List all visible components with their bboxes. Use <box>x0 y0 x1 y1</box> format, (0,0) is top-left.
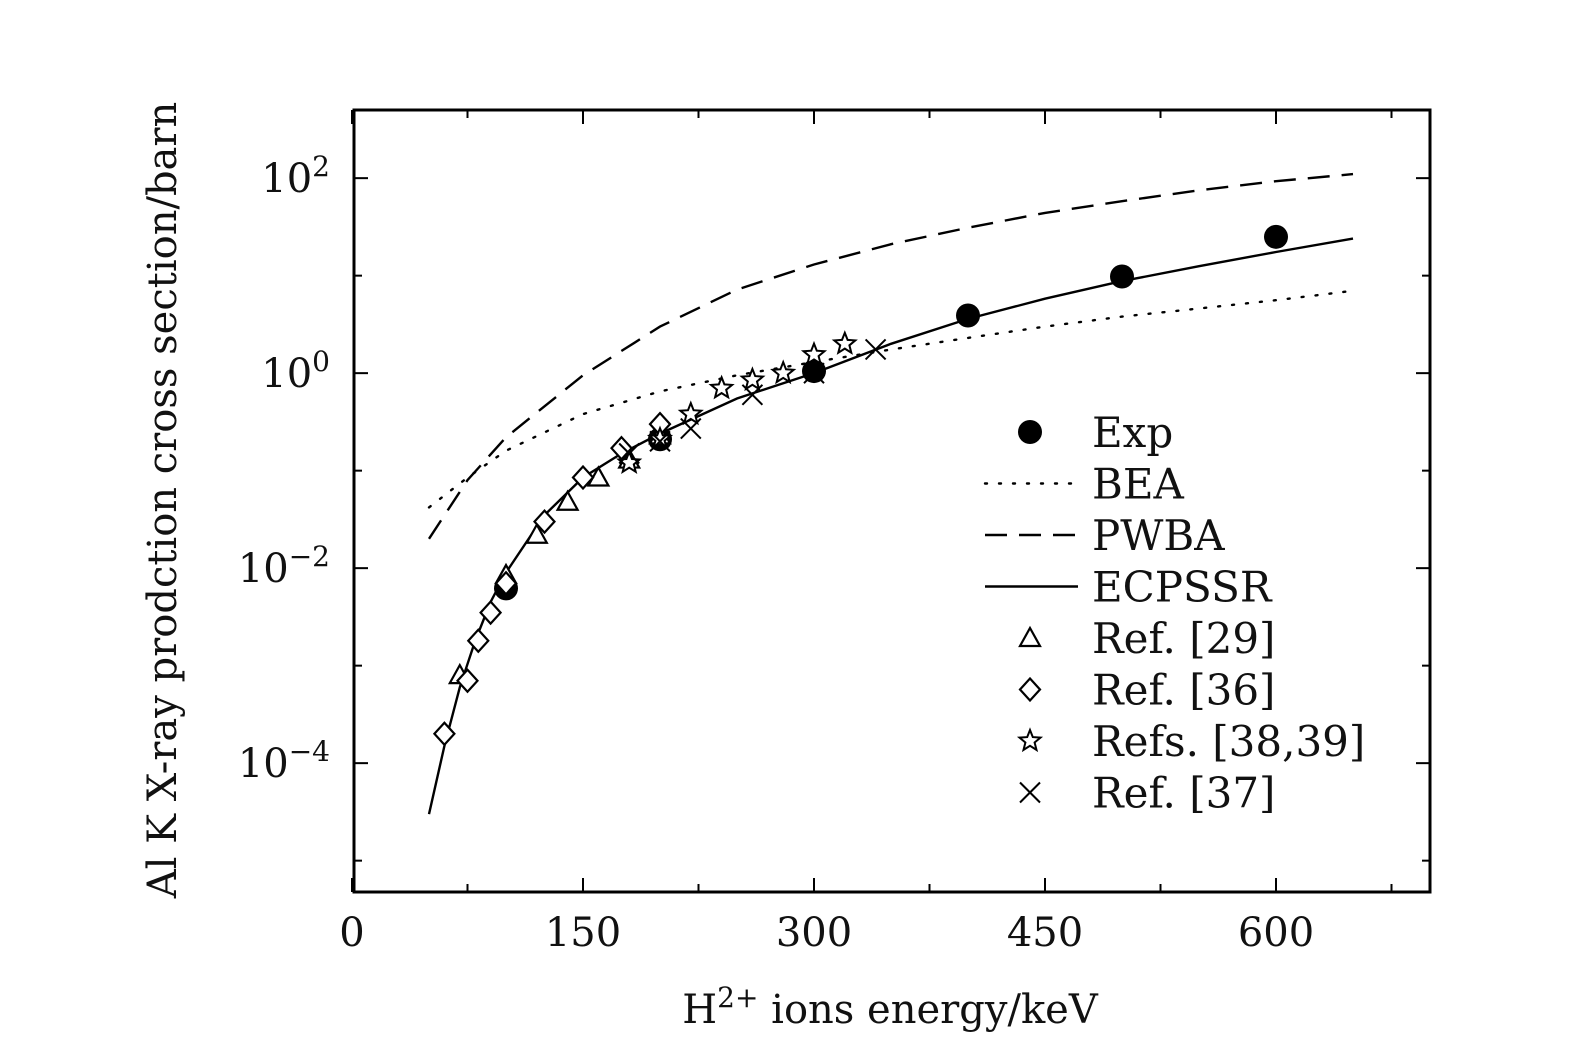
data-point-ref-37 <box>803 362 825 384</box>
data-point-ref-29 <box>524 522 549 544</box>
legend-marker-ref-37 <box>1019 781 1041 804</box>
data-point-refs-38-39 <box>646 425 674 451</box>
legend-marker-ref-29 <box>1018 625 1042 648</box>
data-point-ref-37 <box>649 430 671 453</box>
x-tick-label: 0 <box>339 910 364 956</box>
x-axis-label: H2+ ions energy/keV <box>682 981 1099 1033</box>
data-point-refs-38-39 <box>831 330 858 355</box>
data-point-refs-38-39 <box>677 400 704 426</box>
y-axis-label: Al K X-ray prodction cross section/barn <box>140 102 186 900</box>
legend-label-ref-36: Ref. [36] <box>1092 666 1275 715</box>
data-point-ref-37-stroke <box>618 442 640 465</box>
data-point-ref-37 <box>864 338 887 361</box>
series-line-pwba <box>427 172 1354 540</box>
y-tick-label: 10−2 <box>238 540 330 592</box>
series-line-bea <box>427 289 1355 509</box>
axis-ticks: 0 150 300 450 600 10−4 10−2 100 102 <box>238 110 1430 956</box>
legend-marker-ref-37-stroke <box>1019 781 1041 804</box>
legend-marker-refs-38-39 <box>1016 727 1044 753</box>
plot-frame <box>352 108 1432 894</box>
data-point-ref-36 <box>494 570 518 596</box>
data-point-refs-38-39 <box>770 359 797 385</box>
data-point-ref-37-stroke <box>649 430 671 453</box>
data-point-ref-36 <box>571 464 595 491</box>
data-point-ref-37 <box>741 384 764 406</box>
x-tick-label: 150 <box>545 910 621 956</box>
data-point-refs-38-39 <box>708 374 735 400</box>
data-point-refs-38-39 <box>616 449 643 474</box>
legend-label-ref-29: Ref. [29] <box>1092 614 1275 663</box>
data-point-refs-38-39 <box>739 366 766 392</box>
legend-label-pwba: PWBA <box>1092 511 1225 560</box>
data-point-ref-37-stroke <box>680 417 702 440</box>
legend-label-ref-37: Ref. [37] <box>1092 769 1275 818</box>
data-point-ref-36 <box>466 628 490 654</box>
data-point-ref-37 <box>618 442 640 465</box>
axis-labels: H2+ ions energy/keV Al K X-ray prodction … <box>140 102 1099 1033</box>
x-tick-label: 300 <box>776 910 852 956</box>
legend-marker-exp <box>1018 420 1042 444</box>
data-point-ref-36 <box>533 508 556 535</box>
legend-label-refs-38-39: Refs. [38,39] <box>1092 717 1365 766</box>
data-point-ref-36 <box>456 668 479 694</box>
data-point-refs-38-39 <box>800 340 828 366</box>
data-point-exp <box>1110 264 1134 289</box>
y-tick-label: 10−4 <box>238 735 330 787</box>
y-tick-label: 102 <box>261 150 330 202</box>
y-tick-label: 100 <box>261 345 330 397</box>
legend-label-bea: BEA <box>1092 460 1185 509</box>
x-tick-label: 450 <box>1007 910 1083 956</box>
data-point-ref-37-stroke <box>741 384 764 406</box>
data-point-ref-36 <box>432 721 456 747</box>
data-point-ref-29 <box>555 489 580 511</box>
data-point-ref-37 <box>680 417 702 440</box>
legend-label-exp: Exp <box>1092 408 1173 457</box>
data-point-exp <box>1264 224 1288 249</box>
legend-marker-ref-36 <box>1018 676 1042 703</box>
data-point-ref-37-stroke <box>803 362 825 384</box>
data-point-exp <box>802 359 826 384</box>
x-tick-label: 600 <box>1238 910 1314 956</box>
plot-series <box>427 172 1355 815</box>
data-point-ref-36 <box>479 599 503 626</box>
data-point-ref-37-stroke <box>864 338 887 361</box>
legend-label-ecpssr: ECPSSR <box>1092 563 1273 612</box>
